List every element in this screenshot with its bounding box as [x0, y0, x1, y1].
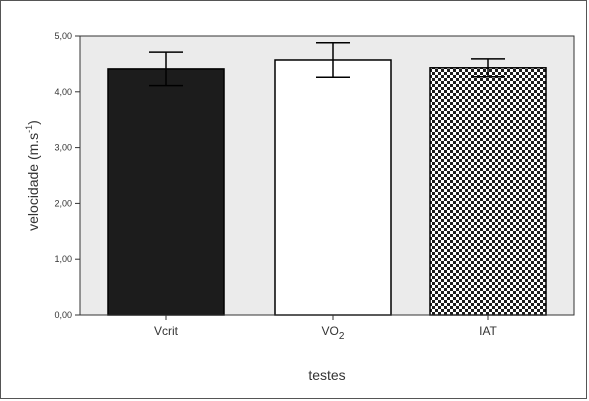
- error-bars-group: [149, 41, 505, 87]
- y-axis-title-close: ): [25, 120, 41, 125]
- bar-iat: [429, 67, 547, 316]
- bar-vo2: [274, 59, 392, 316]
- x-tick-label-base: Vcrit: [154, 324, 179, 338]
- y-tick-label: 3,00: [54, 143, 72, 153]
- bar-vcrit: [107, 68, 225, 316]
- x-tick-label: IAT: [479, 324, 497, 338]
- y-axis-ticks: 0,00 1,00 2,00 3,00 4,00 5,00: [54, 31, 80, 320]
- y-axis-title-superscript: -1: [24, 125, 34, 133]
- x-axis-ticks: Vcrit VO2 IAT: [154, 315, 498, 342]
- y-tick-label: 2,00: [54, 198, 72, 208]
- x-tick-label-base: IAT: [479, 324, 497, 338]
- y-tick-label: 4,00: [54, 87, 72, 97]
- y-tick-label: 1,00: [54, 254, 72, 264]
- y-tick-label: 0,00: [54, 310, 72, 320]
- x-tick-label-base: VO: [322, 324, 339, 338]
- x-tick-label-subscript: 2: [339, 331, 345, 342]
- bars-group: [107, 59, 547, 316]
- x-tick-label: Vcrit: [154, 324, 179, 338]
- x-tick-label: VO2: [322, 324, 345, 342]
- y-axis-title-base: velocidade (m.s: [25, 133, 41, 231]
- x-axis-title: testes: [308, 367, 345, 383]
- y-tick-label: 5,00: [54, 31, 72, 41]
- y-axis-title: velocidade (m.s-1): [24, 120, 41, 231]
